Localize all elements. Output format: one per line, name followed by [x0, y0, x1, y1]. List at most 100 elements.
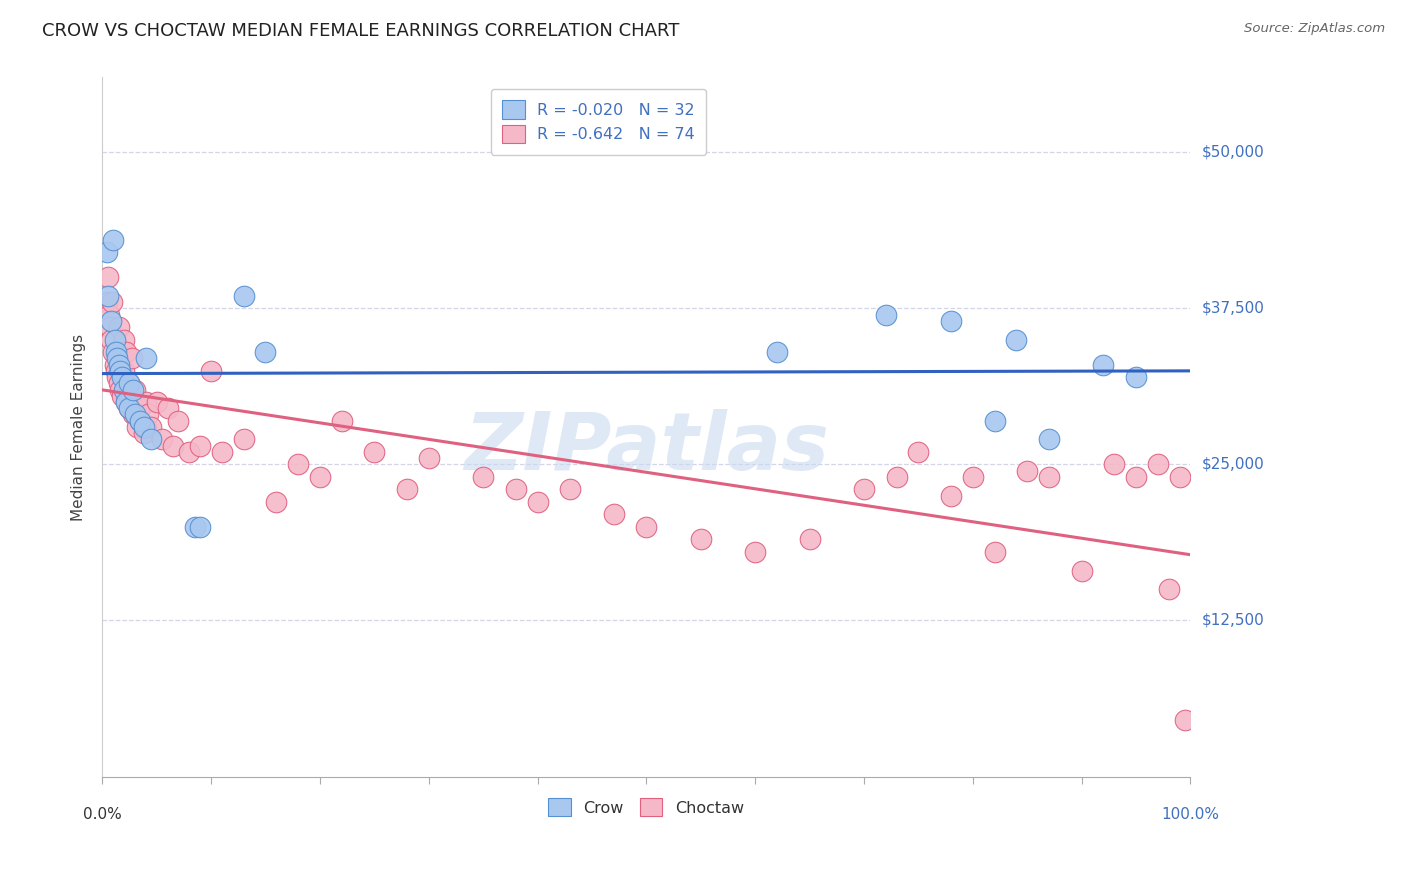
Legend: Crow, Choctaw: Crow, Choctaw	[540, 790, 752, 824]
Point	[983, 414, 1005, 428]
Point	[135, 395, 157, 409]
Point	[766, 345, 789, 359]
Point	[136, 408, 159, 422]
Point	[104, 358, 127, 372]
Point	[107, 376, 129, 391]
Point	[1146, 458, 1168, 472]
Point	[636, 520, 658, 534]
Point	[115, 395, 138, 409]
Point	[1104, 458, 1126, 472]
Point	[232, 433, 254, 447]
Text: 0.0%: 0.0%	[83, 807, 121, 822]
Point	[875, 308, 897, 322]
Point	[886, 470, 908, 484]
Point	[254, 345, 277, 359]
Text: 100.0%: 100.0%	[1161, 807, 1219, 822]
Point	[939, 489, 962, 503]
Point	[1038, 470, 1060, 484]
Point	[112, 364, 135, 378]
Point	[104, 333, 127, 347]
Point	[97, 270, 120, 285]
Point	[907, 445, 929, 459]
Point	[744, 545, 766, 559]
Point	[1092, 358, 1115, 372]
Point	[211, 445, 233, 459]
Point	[125, 420, 148, 434]
Point	[330, 414, 353, 428]
Point	[308, 470, 330, 484]
Point	[1125, 370, 1147, 384]
Point	[107, 351, 129, 366]
Point	[200, 364, 222, 378]
Point	[156, 401, 179, 416]
Point	[118, 401, 141, 416]
Text: $12,500: $12,500	[1202, 613, 1264, 628]
Point	[1157, 582, 1180, 597]
Point	[111, 370, 134, 384]
Point	[962, 470, 984, 484]
Point	[1070, 564, 1092, 578]
Point	[1174, 714, 1197, 728]
Point	[105, 364, 128, 378]
Point	[1017, 464, 1039, 478]
Point	[118, 401, 141, 416]
Point	[526, 495, 548, 509]
Point	[107, 320, 129, 334]
Point	[145, 395, 167, 409]
Point	[111, 389, 134, 403]
Point	[363, 445, 385, 459]
Point	[135, 420, 157, 434]
Point	[129, 414, 152, 428]
Point	[560, 483, 582, 497]
Point	[124, 383, 146, 397]
Point	[108, 383, 131, 397]
Point	[188, 439, 211, 453]
Point	[162, 439, 184, 453]
Point	[97, 308, 120, 322]
Point	[1038, 433, 1060, 447]
Text: $50,000: $50,000	[1202, 145, 1264, 160]
Point	[129, 414, 152, 428]
Point	[939, 314, 962, 328]
Point	[121, 351, 143, 366]
Point	[689, 533, 711, 547]
Point	[141, 433, 163, 447]
Point	[141, 420, 163, 434]
Point	[118, 383, 141, 397]
Point	[101, 345, 124, 359]
Text: ZIPatlas: ZIPatlas	[464, 409, 830, 487]
Point	[983, 545, 1005, 559]
Point	[115, 345, 138, 359]
Point	[105, 345, 128, 359]
Point	[232, 289, 254, 303]
Point	[124, 408, 146, 422]
Point	[853, 483, 876, 497]
Point	[167, 414, 190, 428]
Point	[108, 364, 131, 378]
Point	[183, 520, 205, 534]
Text: Source: ZipAtlas.com: Source: ZipAtlas.com	[1244, 22, 1385, 36]
Point	[1125, 470, 1147, 484]
Point	[101, 233, 124, 247]
Point	[112, 333, 135, 347]
Text: CROW VS CHOCTAW MEDIAN FEMALE EARNINGS CORRELATION CHART: CROW VS CHOCTAW MEDIAN FEMALE EARNINGS C…	[42, 22, 679, 40]
Point	[124, 408, 146, 422]
Point	[97, 289, 120, 303]
Text: $37,500: $37,500	[1202, 301, 1264, 316]
Point	[115, 395, 138, 409]
Point	[418, 451, 440, 466]
Point	[395, 483, 418, 497]
Point	[121, 408, 143, 422]
Point	[100, 333, 122, 347]
Point	[188, 520, 211, 534]
Point	[287, 458, 309, 472]
Point	[1168, 470, 1191, 484]
Point	[472, 470, 495, 484]
Point	[96, 295, 118, 310]
Point	[101, 295, 124, 310]
Point	[96, 245, 118, 260]
Point	[100, 314, 122, 328]
Point	[118, 376, 141, 391]
Point	[505, 483, 527, 497]
Point	[121, 383, 143, 397]
